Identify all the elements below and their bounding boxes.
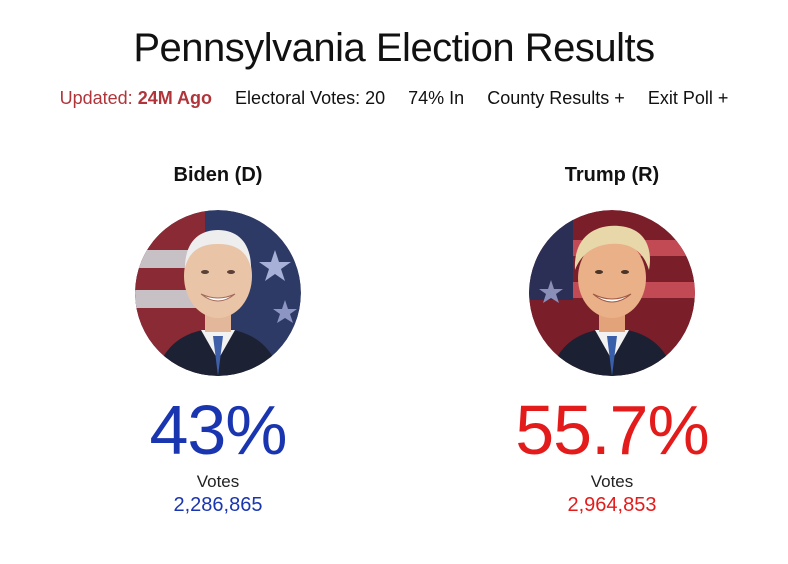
updated-prefix: Updated: bbox=[59, 88, 138, 108]
updated-status: Updated: 24M Ago bbox=[60, 88, 212, 109]
exit-poll-toggle[interactable]: Exit Poll + bbox=[647, 88, 729, 108]
reporting-percent: 74% In bbox=[408, 88, 465, 108]
updated-value: 24M Ago bbox=[137, 88, 213, 108]
votes-label: Votes bbox=[590, 472, 634, 491]
trump-portrait bbox=[529, 210, 695, 376]
county-results-toggle[interactable]: County Results + bbox=[487, 88, 625, 108]
vote-count: 2,286,865 bbox=[173, 494, 263, 516]
page-title: Pennsylvania Election Results bbox=[133, 26, 655, 70]
biden-portrait bbox=[135, 210, 301, 376]
vote-count: 2,964,853 bbox=[567, 494, 657, 516]
electoral-votes: Electoral Votes: 20 bbox=[235, 88, 386, 108]
info-bar: Updated: 24M Ago Electoral Votes: 20 74%… bbox=[0, 88, 788, 109]
candidate-biden: Biden (D) 43% Votes 2,286,865 bbox=[88, 160, 348, 517]
vote-percentage: 55.7% bbox=[515, 391, 709, 469]
candidate-trump: Trump (R) 55.7% Votes 2,964,853 bbox=[482, 160, 742, 517]
candidate-name: Trump (R) bbox=[564, 164, 660, 186]
vote-percentage: 43% bbox=[149, 391, 287, 469]
candidate-name: Biden (D) bbox=[173, 164, 263, 186]
votes-label: Votes bbox=[196, 472, 240, 491]
